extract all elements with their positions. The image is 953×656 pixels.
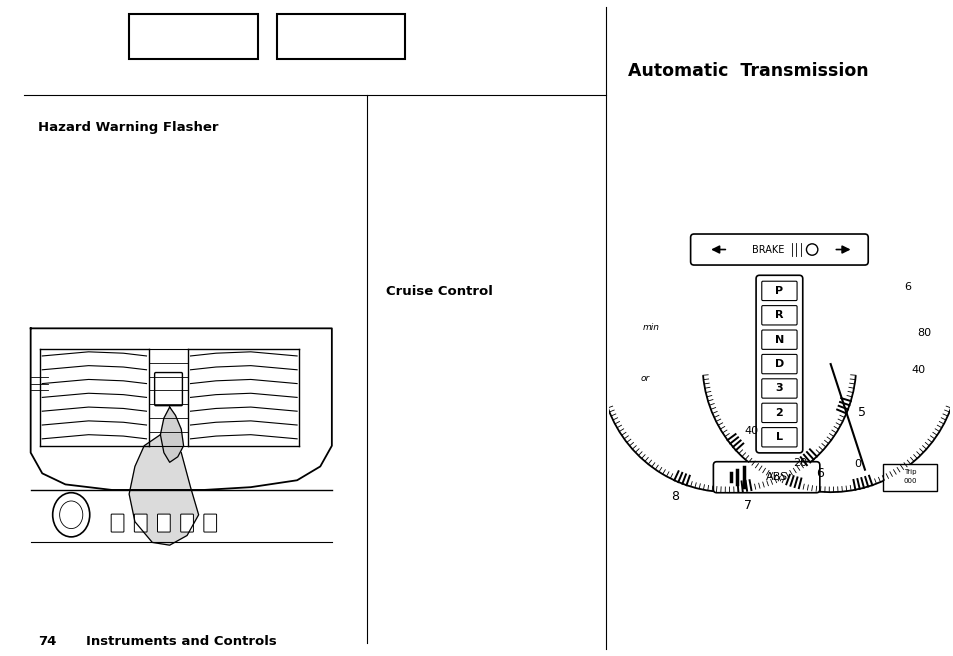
Text: 000: 000 — [902, 478, 916, 485]
FancyBboxPatch shape — [134, 514, 147, 532]
Text: 0: 0 — [853, 459, 861, 470]
FancyBboxPatch shape — [761, 330, 796, 350]
Text: ABS: ABS — [764, 472, 787, 482]
FancyBboxPatch shape — [276, 14, 405, 59]
FancyBboxPatch shape — [761, 379, 796, 398]
Text: 3: 3 — [775, 384, 782, 394]
Polygon shape — [129, 435, 198, 545]
FancyBboxPatch shape — [129, 14, 257, 59]
FancyBboxPatch shape — [761, 306, 796, 325]
FancyBboxPatch shape — [761, 354, 796, 374]
Text: L: L — [775, 432, 782, 442]
Text: 2: 2 — [775, 408, 782, 418]
Text: 40: 40 — [743, 426, 758, 436]
FancyBboxPatch shape — [713, 462, 819, 493]
Polygon shape — [160, 407, 183, 462]
FancyBboxPatch shape — [204, 514, 216, 532]
Text: Trip: Trip — [903, 469, 916, 475]
FancyBboxPatch shape — [756, 276, 801, 453]
FancyBboxPatch shape — [761, 428, 796, 447]
Text: BRAKE: BRAKE — [751, 245, 783, 255]
Text: 5: 5 — [857, 406, 865, 419]
Text: 20: 20 — [792, 459, 806, 468]
FancyBboxPatch shape — [157, 514, 170, 532]
Text: 6: 6 — [815, 466, 822, 480]
Text: R: R — [775, 310, 782, 320]
Text: or: or — [640, 374, 650, 383]
FancyBboxPatch shape — [180, 514, 193, 532]
FancyBboxPatch shape — [882, 464, 937, 491]
Text: 7: 7 — [743, 499, 751, 512]
FancyBboxPatch shape — [761, 403, 796, 422]
Text: Cruise Control: Cruise Control — [386, 285, 493, 298]
Text: 6: 6 — [903, 282, 910, 292]
Text: N: N — [774, 335, 783, 344]
Text: P: P — [775, 286, 782, 296]
Text: Automatic  Transmission: Automatic Transmission — [627, 62, 867, 80]
Text: min: min — [642, 323, 659, 331]
Text: 40: 40 — [911, 365, 925, 375]
FancyBboxPatch shape — [690, 234, 867, 265]
Text: 8: 8 — [670, 489, 679, 502]
FancyBboxPatch shape — [154, 373, 182, 405]
Text: Hazard Warning Flasher: Hazard Warning Flasher — [38, 121, 218, 134]
Text: 74: 74 — [38, 635, 56, 648]
FancyBboxPatch shape — [112, 514, 124, 532]
FancyBboxPatch shape — [761, 281, 796, 300]
Text: 80: 80 — [917, 328, 931, 338]
Text: Instruments and Controls: Instruments and Controls — [86, 635, 276, 648]
Text: D: D — [774, 359, 783, 369]
